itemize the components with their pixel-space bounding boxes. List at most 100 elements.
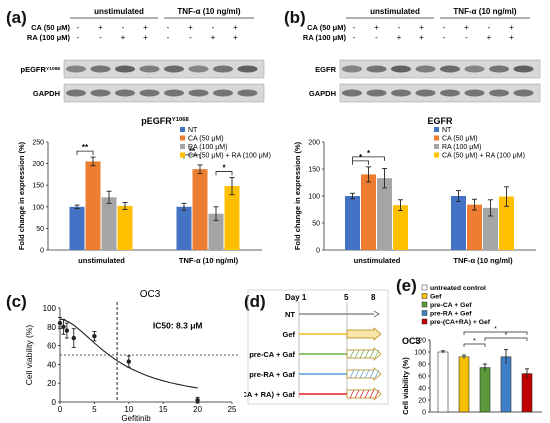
y-tick-label: 60 xyxy=(47,342,56,351)
timeline-row-label: pre-(CA + RA) + Gaf xyxy=(244,390,295,399)
bar xyxy=(437,351,449,413)
legend-label: pre-CA + Gef xyxy=(430,302,472,309)
blot-band xyxy=(90,65,111,73)
panel-c-chart: OC3 0 20 40 60 80 100 0 5 10 15 20 25 Gefitinib Cell v… xyxy=(24,289,238,423)
legend-swatch xyxy=(180,152,185,158)
significance-bracket xyxy=(352,160,369,165)
legend-label: NT xyxy=(188,127,198,134)
blot-label: pEGFRY1068 xyxy=(21,65,61,74)
legend-label: RA (100 μM) xyxy=(188,144,227,151)
legend-label: untreated control xyxy=(430,285,486,292)
treatment-sign: + xyxy=(143,23,148,32)
blot-band xyxy=(213,65,233,73)
legend-swatch xyxy=(421,318,428,325)
significance-mark: ** xyxy=(189,147,196,156)
bar xyxy=(500,356,512,413)
header-tnf: TNF-α (10 ng/ml) xyxy=(453,7,516,16)
y-axis-label: Fold change in expression (%) xyxy=(17,141,26,250)
panel-a-chart: pEGFRY1068 0 50 100 150 200 250 Fold change in … xyxy=(17,116,271,265)
x-tick-label: 15 xyxy=(159,405,168,414)
chart-title: OC3 xyxy=(402,336,421,346)
y-tick-label: 0 xyxy=(40,248,44,255)
arrow-hatch xyxy=(349,389,355,399)
bar xyxy=(483,207,498,250)
bar xyxy=(345,196,360,250)
timeline-row-label: pre-CA + Gaf xyxy=(249,350,295,359)
legend-label: CA (50 μM) + RA (100 μM) xyxy=(442,153,525,160)
arrow-hatch xyxy=(354,369,360,379)
panel-b-chart: EGFR 0 50 100 150 200 Fold change in expressio… xyxy=(293,116,536,265)
significance-mark: * xyxy=(505,332,508,339)
data-point xyxy=(64,328,70,333)
significance-bracket xyxy=(352,156,385,161)
y-tick-label: 100 xyxy=(43,304,57,313)
significance-bracket xyxy=(76,150,94,156)
header-unstimulated: unstimulated xyxy=(94,7,144,16)
bar xyxy=(521,373,533,413)
bar xyxy=(451,196,466,250)
timeline-frame xyxy=(247,289,389,405)
blot-band xyxy=(513,89,534,97)
data-point xyxy=(57,320,63,326)
y-axis-label: Cell viability (%) xyxy=(24,325,34,386)
treatment-sign: - xyxy=(488,23,491,32)
blot-band xyxy=(366,89,387,97)
legend-swatch xyxy=(421,310,428,316)
timeline-row-label: Gef xyxy=(282,330,295,339)
legend-swatch xyxy=(421,293,428,299)
y-tick-label: 20 xyxy=(418,398,426,405)
significance-mark: ** xyxy=(82,143,89,152)
group-label: TNF-α (10 ng/ml) xyxy=(453,256,513,265)
y-tick-label: 20 xyxy=(47,379,56,388)
treatment-label: CA (50 μM) xyxy=(31,23,70,32)
treatment-sign: + xyxy=(143,33,148,42)
treatment-sign: + xyxy=(419,33,424,42)
treatment-sign: - xyxy=(189,33,192,42)
x-tick-label: 25 xyxy=(228,405,237,414)
legend-swatch xyxy=(180,127,185,132)
blot-band xyxy=(90,89,111,97)
day-label: Day 1 xyxy=(285,293,307,302)
bar xyxy=(176,206,192,250)
blot-band xyxy=(342,89,362,97)
blot-band xyxy=(66,65,86,73)
y-tick-label: 100 xyxy=(308,194,320,201)
significance-bracket xyxy=(463,331,528,335)
legend-label: Gef xyxy=(430,294,442,301)
treatment-sign: + xyxy=(233,23,238,32)
y-tick-label: 200 xyxy=(32,161,44,168)
bar xyxy=(69,206,85,250)
blot-band xyxy=(391,65,411,73)
x-tick-label: 20 xyxy=(193,405,202,414)
bar xyxy=(458,356,470,413)
arrow-hatch xyxy=(374,369,380,379)
arrow-hatch xyxy=(364,349,370,359)
significance-mark: * xyxy=(494,326,497,333)
bar xyxy=(479,367,491,413)
blot-band xyxy=(440,89,460,97)
blot-band xyxy=(440,65,460,73)
legend-swatch xyxy=(180,135,185,141)
legend-label: CA (50 μM) xyxy=(442,136,478,143)
significance-bracket xyxy=(215,171,233,176)
treatment-sign: + xyxy=(397,33,402,42)
arrow-hatch xyxy=(369,369,375,379)
blot-band xyxy=(489,65,509,73)
header-tnf: TNF-α (10 ng/ml) xyxy=(177,7,240,16)
y-tick-label: 0 xyxy=(52,398,57,407)
blot-band xyxy=(139,65,160,73)
panel-b-letter: (b) xyxy=(284,8,306,27)
legend-label: pre-(CA+RA) + Gef xyxy=(430,319,491,326)
y-tick-label: 150 xyxy=(308,167,320,174)
y-tick-label: 200 xyxy=(308,140,320,147)
panel-d-letter: (d) xyxy=(244,292,266,311)
blot-band xyxy=(188,65,209,73)
arrow-hatch xyxy=(359,389,365,399)
header-unstimulated: unstimulated xyxy=(370,7,420,16)
y-tick-label: 60 xyxy=(418,374,426,381)
bar xyxy=(101,197,117,250)
treatment-sign: - xyxy=(353,23,356,32)
bar xyxy=(85,161,101,250)
significance-bracket xyxy=(484,337,528,341)
blot-band xyxy=(391,89,411,97)
